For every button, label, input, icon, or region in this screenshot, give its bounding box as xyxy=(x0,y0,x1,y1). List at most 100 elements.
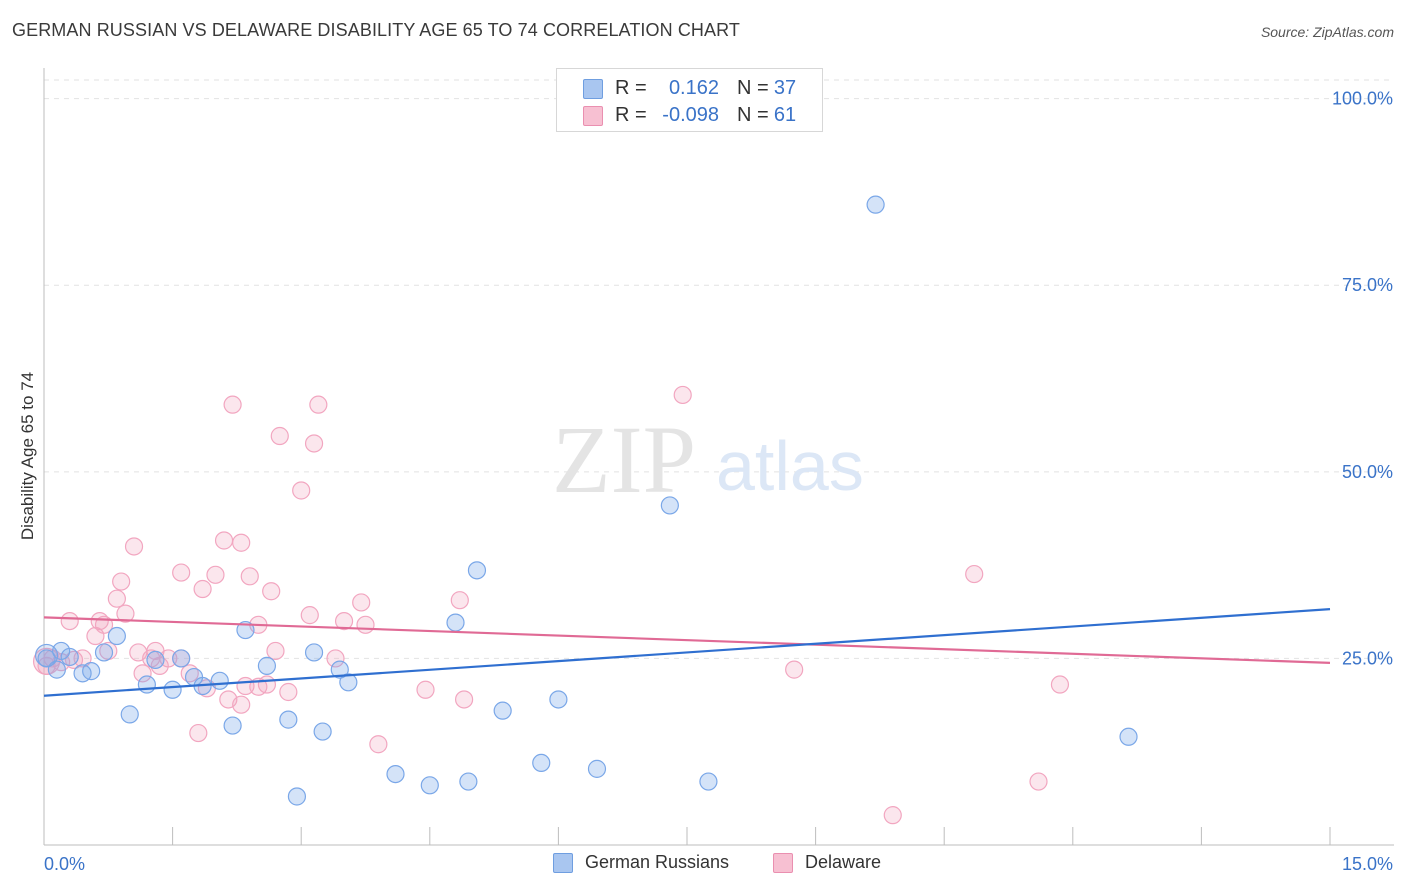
german-russians-point xyxy=(493,701,512,720)
delaware-point xyxy=(326,649,345,668)
german-russians-point xyxy=(287,787,307,806)
german-russians-point xyxy=(459,772,478,791)
delaware-point xyxy=(257,675,277,694)
delaware-point xyxy=(232,695,251,714)
correlation-legend: R = 0.162 N = 37 R = -0.098 N = 61 xyxy=(556,68,823,132)
german-russians-trend-line xyxy=(43,608,1331,697)
legend-r-value: 0.162 xyxy=(668,77,719,99)
delaware-point xyxy=(785,660,804,679)
german-russians-point-large xyxy=(34,643,59,668)
german-russians-point xyxy=(137,675,156,694)
german-russians-point xyxy=(467,561,487,580)
german-russians-point xyxy=(386,764,405,784)
bottom-legend-swatch-delaware xyxy=(773,853,793,873)
german-russians-point xyxy=(532,753,551,773)
legend-n-value: 61 xyxy=(773,104,797,126)
german-russians-point xyxy=(699,772,718,791)
german-russians-point xyxy=(107,626,126,646)
y-tick-label: 50.0% xyxy=(1342,462,1393,482)
german-russians-point xyxy=(120,705,139,724)
delaware-point xyxy=(352,593,371,612)
legend-n-label: N = xyxy=(737,77,769,99)
german-russians-point xyxy=(279,710,298,729)
german-russians-point xyxy=(236,620,255,640)
delaware-point xyxy=(450,591,469,610)
german-russians-point xyxy=(866,195,885,214)
delaware-point xyxy=(369,735,388,754)
german-russians-point xyxy=(587,759,607,778)
german-russians-point xyxy=(47,660,66,679)
delaware-point xyxy=(292,481,311,500)
german-russians-point xyxy=(82,662,101,681)
german-russians-point xyxy=(163,680,182,699)
bottom-legend-swatch-german-russians xyxy=(553,853,573,873)
bottom-legend-label: Delaware xyxy=(805,852,882,872)
german-russians-point xyxy=(313,722,332,741)
tick-labels: 25.0% 50.0% 75.0% 100.0% 0.0% 15.0% xyxy=(44,89,1393,874)
delaware-point xyxy=(262,582,281,601)
german-russians-point xyxy=(660,496,679,515)
legend-n-value: 37 xyxy=(773,77,797,99)
delaware-point xyxy=(300,606,319,625)
german-russians-point xyxy=(446,613,465,632)
delaware-point xyxy=(172,563,191,582)
delaware-point xyxy=(304,434,324,453)
legend-n-label: N = xyxy=(737,104,769,126)
delaware-point xyxy=(356,615,375,634)
delaware-point xyxy=(334,611,354,631)
y-tick-label: 75.0% xyxy=(1342,275,1393,295)
series-german-russians-points xyxy=(34,195,1138,806)
legend-r-label: R = xyxy=(615,77,647,99)
watermark: ZIP atlas xyxy=(552,406,864,513)
delaware-point xyxy=(279,682,298,702)
delaware-point xyxy=(1029,772,1048,791)
german-russians-point xyxy=(339,673,358,692)
delaware-trend-line xyxy=(43,616,1331,664)
legend-swatch-delaware xyxy=(583,106,603,126)
delaware-point xyxy=(107,589,126,608)
bottom-legend-label: German Russians xyxy=(585,852,730,872)
german-russians-point xyxy=(223,716,242,735)
delaware-point xyxy=(309,395,328,414)
delaware-point xyxy=(223,395,242,414)
delaware-point xyxy=(206,565,225,584)
german-russians-point xyxy=(172,649,191,668)
x-tick-label: 0.0% xyxy=(44,854,85,874)
delaware-point xyxy=(116,604,135,623)
delaware-point xyxy=(232,533,251,552)
delaware-point xyxy=(673,385,692,405)
delaware-point xyxy=(214,531,234,550)
delaware-point xyxy=(883,806,902,825)
delaware-point xyxy=(124,537,144,556)
axes xyxy=(43,68,1394,846)
german-russians-point xyxy=(1119,727,1138,746)
german-russians-point xyxy=(330,660,349,679)
delaware-point xyxy=(60,611,79,631)
legend-r-label: R = xyxy=(615,104,647,126)
delaware-point xyxy=(416,680,435,699)
legend-swatch-german-russians xyxy=(583,79,603,99)
delaware-point xyxy=(133,664,152,683)
watermark-atlas: atlas xyxy=(716,427,864,505)
delaware-point xyxy=(1050,675,1070,694)
german-russians-point xyxy=(60,647,79,667)
delaware-point xyxy=(189,723,208,743)
delaware-point xyxy=(112,572,131,591)
watermark-zip: ZIP xyxy=(552,406,696,513)
y-tick-label: 100.0% xyxy=(1332,89,1393,109)
legend-row-delaware: R = -0.098 N = 61 xyxy=(557,102,822,128)
delaware-point xyxy=(240,567,259,586)
trend-lines xyxy=(43,608,1331,697)
german-russians-point xyxy=(257,656,277,675)
delaware-point xyxy=(965,564,984,584)
series-delaware-points xyxy=(32,385,1070,825)
german-russians-point xyxy=(549,690,568,709)
legend-r-value: -0.098 xyxy=(662,104,719,126)
legend-row-german-russians: R = 0.162 N = 37 xyxy=(557,75,822,101)
delaware-point xyxy=(193,579,212,599)
x-tick-label: 15.0% xyxy=(1342,854,1393,874)
chart-title: GERMAN RUSSIAN VS DELAWARE DISABILITY AG… xyxy=(12,20,740,40)
german-russians-point xyxy=(210,671,229,690)
german-russians-point xyxy=(146,650,165,670)
